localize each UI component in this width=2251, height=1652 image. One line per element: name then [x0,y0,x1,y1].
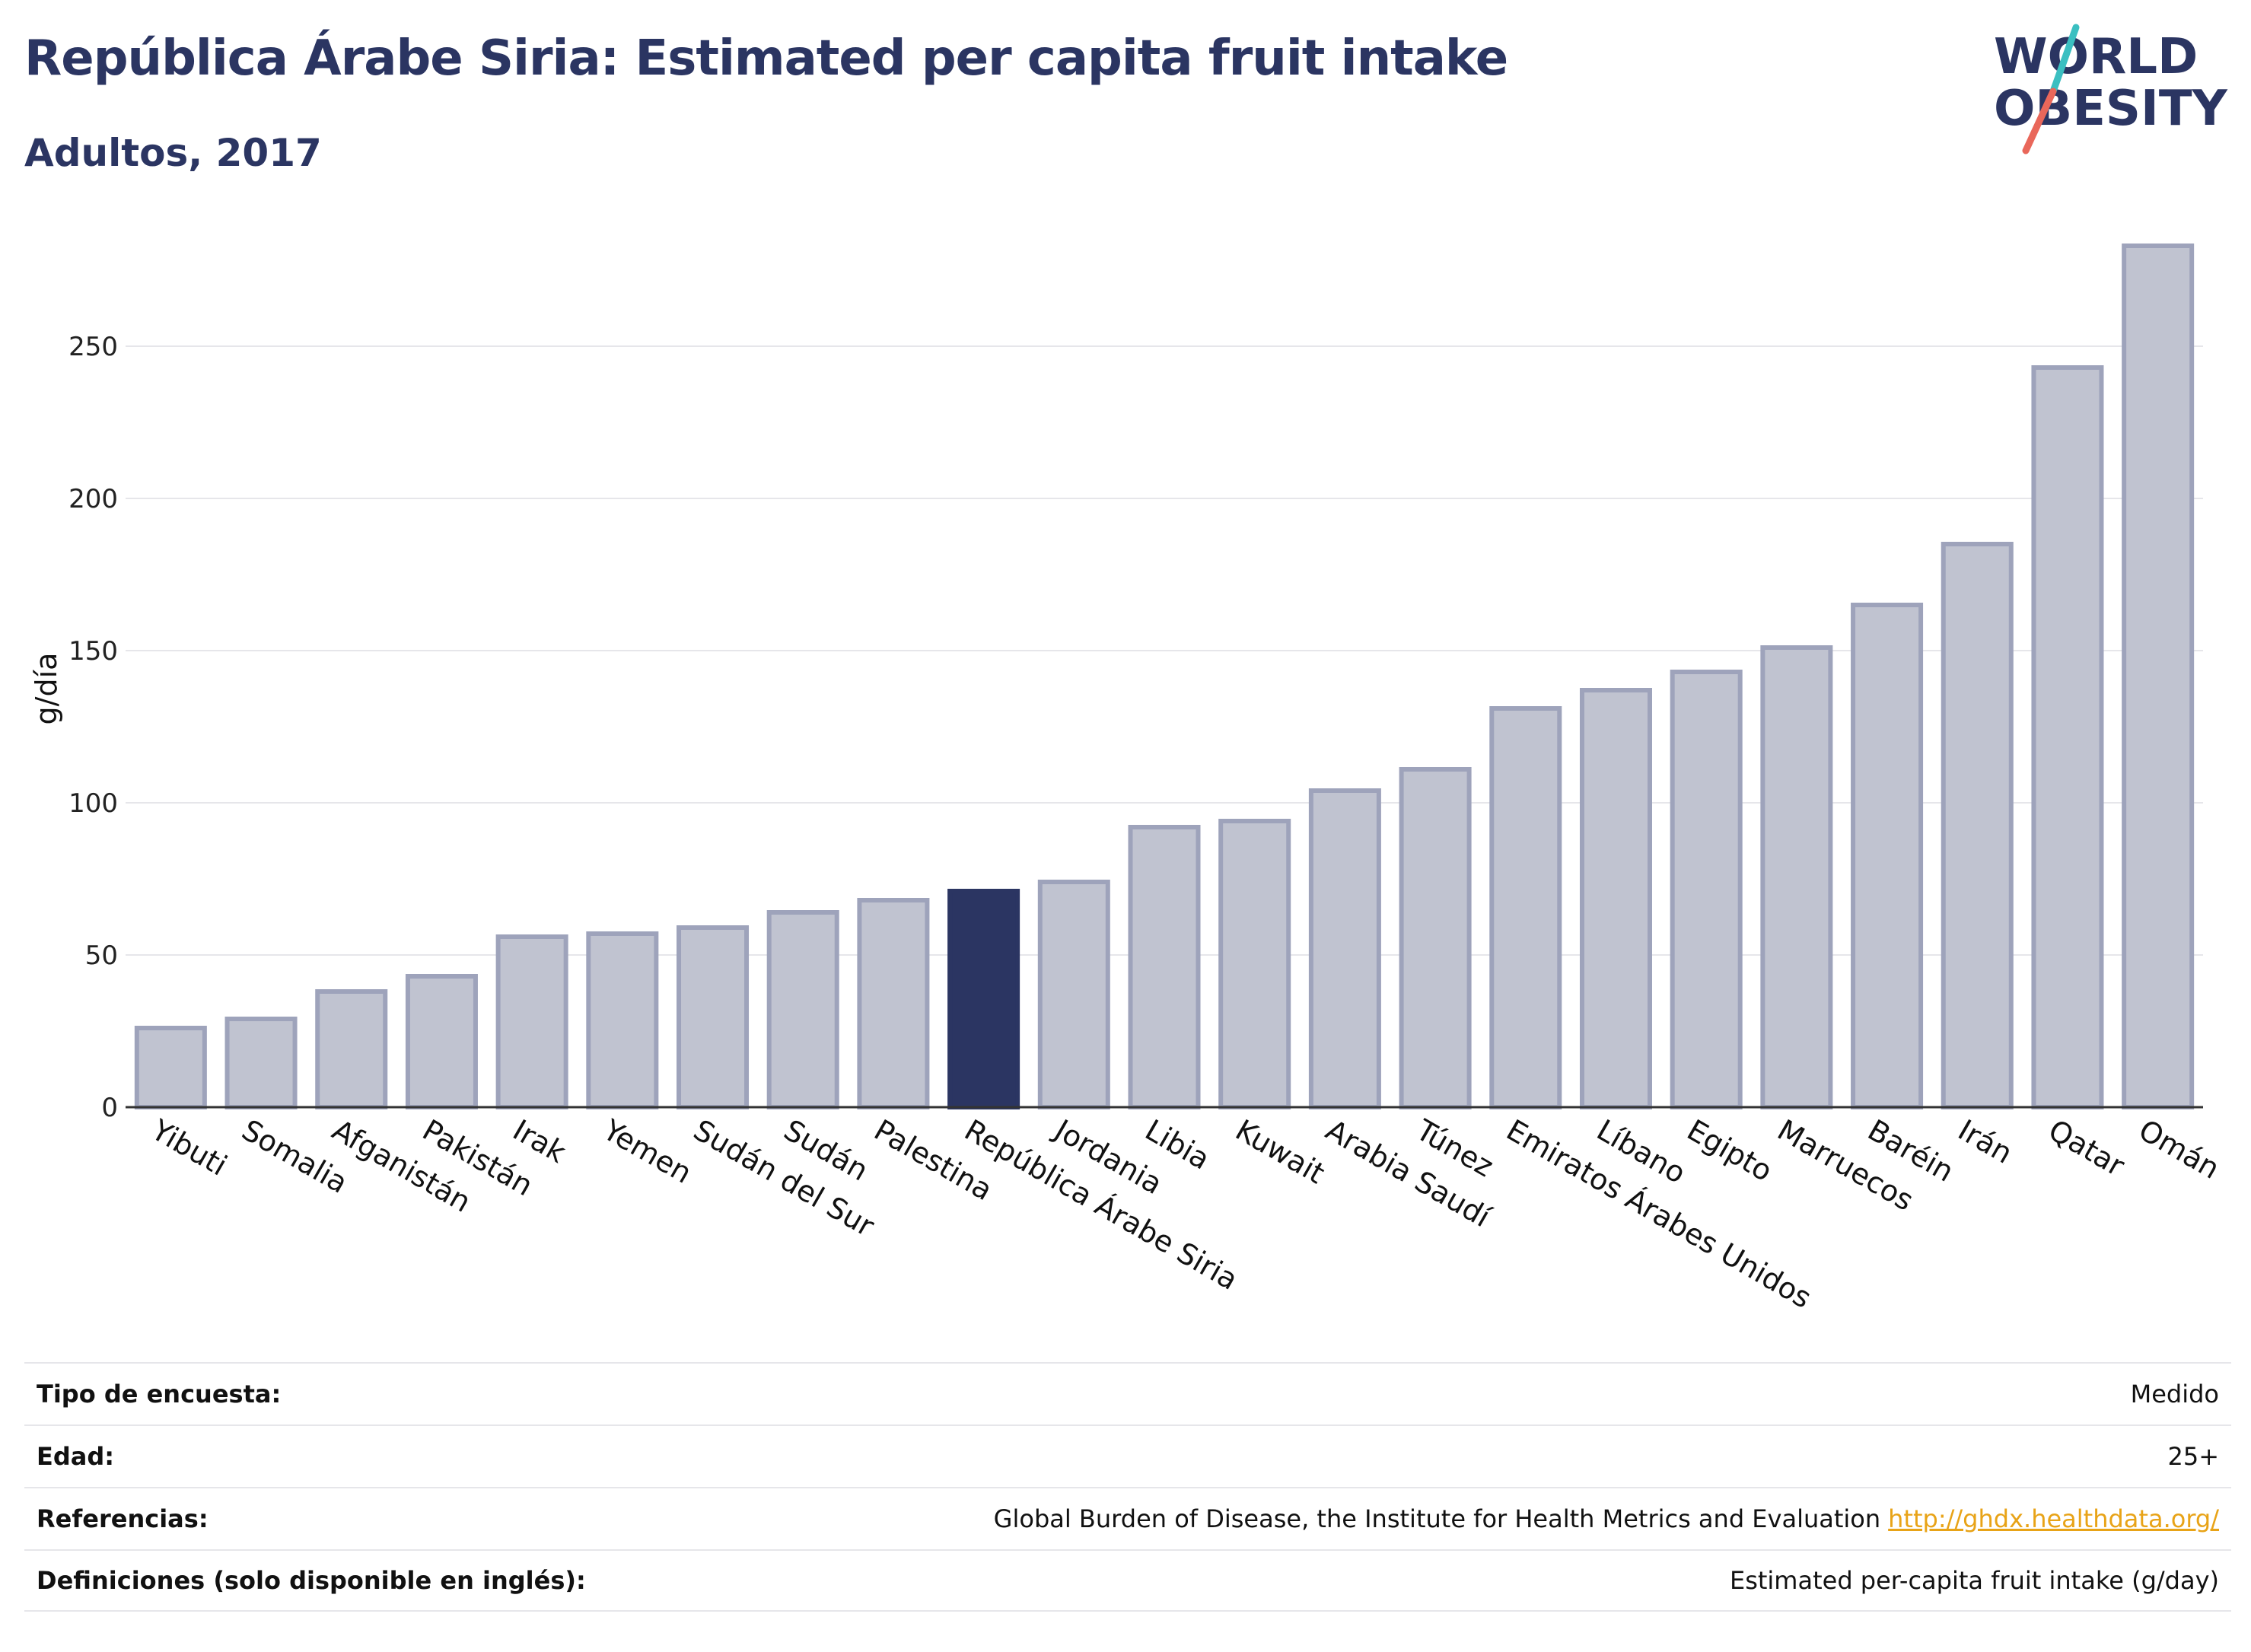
bar [1308,788,1381,1109]
bar [315,989,388,1109]
bar [1851,603,1924,1109]
info-table: Tipo de encuesta: Medido Edad: 25+ Refer… [24,1362,2231,1612]
bar [677,925,750,1109]
bar [1399,767,1472,1109]
info-row-definitions: Definiciones (solo disponible en inglés)… [24,1549,2231,1612]
x-tick-label: Kuwait [1230,1113,1330,1191]
y-axis-ticks: 0 50 100 150 200 250 [68,332,118,1123]
bar [495,934,568,1109]
info-label: Referencias: [37,1504,209,1533]
bar [1941,542,2014,1109]
bar [405,974,478,1109]
y-tick-label: 150 [68,636,118,667]
info-value: 25+ [2167,1442,2219,1471]
world-obesity-logo: WORLD OBESITY [1994,24,2227,154]
bar [224,1017,298,1109]
x-tick-label: Qatar [2042,1113,2130,1183]
x-tick-label: Omán [2133,1113,2225,1186]
info-row-survey-type: Tipo de encuesta: Medido [24,1362,2231,1424]
x-tick-label: Yibuti [145,1112,233,1183]
bar [586,931,659,1109]
info-label: Definiciones (solo disponible en inglés)… [37,1566,586,1595]
y-tick-label: 250 [68,332,118,362]
info-row-references: Referencias: Global Burden of Disease, t… [24,1487,2231,1549]
bar [766,910,839,1109]
bar [1489,706,1562,1109]
logo-slash-bottom [2022,88,2057,154]
y-tick-label: 100 [68,788,118,819]
logo-line1: WORLD [1994,29,2198,85]
info-label: Tipo de encuesta: [37,1380,282,1408]
info-value: Medido [2130,1380,2219,1408]
bar [1128,825,1201,1109]
x-tick-label: Yemen [597,1112,697,1190]
bar [947,889,1020,1109]
y-tick-label: 0 [101,1093,118,1123]
bar [2031,365,2104,1109]
info-row-age: Edad: 25+ [24,1424,2231,1487]
y-tick-label: 50 [85,941,118,971]
bar [1670,670,1743,1109]
bar-chart: 0 50 100 150 200 250 Yibuti SomaliaAfganistánP… [30,244,2225,1315]
info-label: Edad: [37,1442,115,1471]
y-axis-title: g/día [30,653,63,725]
x-tick-label: Irán [1953,1113,2018,1170]
bar [857,898,930,1109]
chart-title: República Árabe Siria: Estimated per cap… [24,30,1508,87]
bar [1579,688,1652,1109]
info-value: Estimated per-capita fruit intake (g/day… [1729,1566,2219,1595]
bars [134,244,2195,1109]
info-value-wrapper: Global Burden of Disease, the Institute … [994,1504,2219,1533]
bar [1218,819,1291,1109]
chart-subtitle: Adultos, 2017 [24,131,322,175]
info-value: Global Burden of Disease, the Institute … [993,1504,1881,1533]
x-tick-label: Egipto [1682,1113,1778,1189]
y-tick-label: 200 [68,484,118,514]
bar [1760,645,1833,1109]
bar [2122,244,2195,1109]
bar [134,1026,207,1109]
bar [1037,880,1110,1109]
logo-slash-top [2049,24,2080,95]
reference-link[interactable]: http://ghdx.healthdata.org/ [1888,1504,2219,1533]
